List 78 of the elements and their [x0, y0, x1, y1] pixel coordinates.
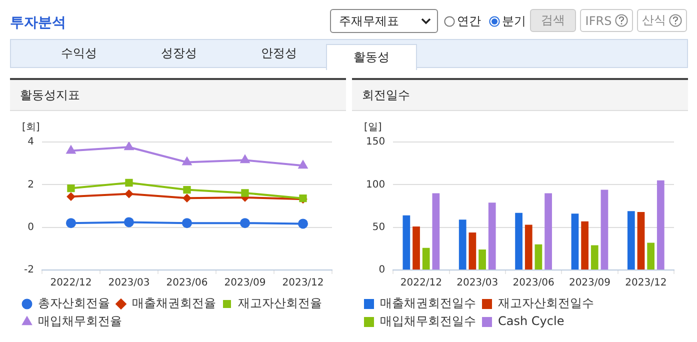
bar — [432, 193, 440, 270]
point — [240, 218, 250, 228]
y-axis-title: [일] — [364, 121, 382, 134]
point — [125, 178, 133, 187]
bar — [534, 244, 542, 270]
legend-label: 재고자산회전율 — [238, 296, 322, 310]
y-tick-label: 0 — [28, 222, 34, 233]
bar — [581, 221, 588, 270]
bar — [488, 202, 496, 270]
x-tick-label: 2023/09 — [224, 278, 266, 289]
text: 분기 — [502, 13, 526, 30]
x-tick-label: 2023/03 — [108, 278, 150, 289]
legend-label: Cash Cycle — [498, 314, 564, 328]
text: 안정성 — [260, 45, 298, 62]
point — [241, 189, 249, 197]
text: IFRS — [580, 9, 633, 32]
point — [182, 157, 192, 166]
x-tick-label: 2022/12 — [400, 278, 442, 289]
x-tick-label: 2022/12 — [50, 278, 92, 289]
bar — [647, 242, 655, 270]
bar — [412, 226, 420, 270]
y-tick-label: 100 — [366, 179, 386, 190]
chart-title: 활동성지표 — [10, 80, 346, 111]
bar — [458, 220, 466, 270]
bar — [637, 212, 645, 270]
point — [67, 184, 75, 192]
bar — [656, 180, 664, 270]
point — [240, 155, 250, 164]
x-tick-label: 2023/06 — [512, 278, 554, 289]
bar — [478, 250, 486, 270]
point — [124, 190, 133, 198]
text: 연간 — [457, 13, 481, 30]
point — [298, 218, 308, 229]
y-tick-label: 50 — [372, 222, 386, 233]
x-tick-label: 2023/03 — [456, 278, 498, 289]
bar — [571, 214, 579, 270]
text: 투자분석 — [10, 14, 66, 32]
legend-label: 총자산회전율 — [38, 296, 110, 310]
text: 수익성 — [60, 45, 98, 62]
bar — [544, 193, 552, 270]
legend-label: 매입채무회전일수 — [380, 314, 476, 328]
x-tick-label: 2023/12 — [625, 278, 667, 289]
bar — [590, 245, 598, 270]
bar — [524, 224, 532, 270]
y-axis-title: [회] — [22, 121, 40, 134]
y-tick-label: -2 — [24, 264, 34, 276]
y-tick-label: 2 — [28, 179, 34, 190]
y-tick-label: 4 — [28, 136, 34, 148]
point — [124, 142, 134, 150]
point — [182, 218, 192, 228]
legend-label: 매출채권회전일수 — [380, 296, 476, 310]
bar — [600, 190, 608, 270]
bar — [627, 211, 635, 270]
chart-title: 회전일수 — [352, 80, 688, 111]
text: 주재무제표 — [339, 12, 399, 30]
text: 검색 — [530, 9, 576, 32]
point — [66, 192, 75, 201]
x-tick-label: 2023/12 — [282, 278, 324, 289]
point — [183, 186, 191, 194]
y-tick-label: 150 — [366, 136, 386, 148]
bar — [422, 248, 430, 270]
bar — [468, 232, 476, 270]
point — [182, 194, 191, 202]
bar — [402, 215, 410, 270]
x-tick-label: 2023/06 — [166, 278, 208, 289]
legend-label: 재고자산회전일수 — [498, 296, 594, 310]
point — [298, 160, 308, 169]
point — [66, 146, 76, 154]
legend-label: 매출채권회전율 — [132, 296, 216, 310]
text: 활동성 — [326, 44, 417, 70]
text: 성장성 — [160, 45, 198, 62]
legend-label: 매입채무회전율 — [38, 314, 122, 328]
point — [66, 218, 76, 228]
bar — [515, 212, 522, 270]
point — [124, 217, 134, 228]
x-tick-label: 2023/09 — [568, 278, 610, 289]
y-tick-label: 0 — [378, 264, 386, 276]
text: 산식 — [637, 9, 687, 32]
